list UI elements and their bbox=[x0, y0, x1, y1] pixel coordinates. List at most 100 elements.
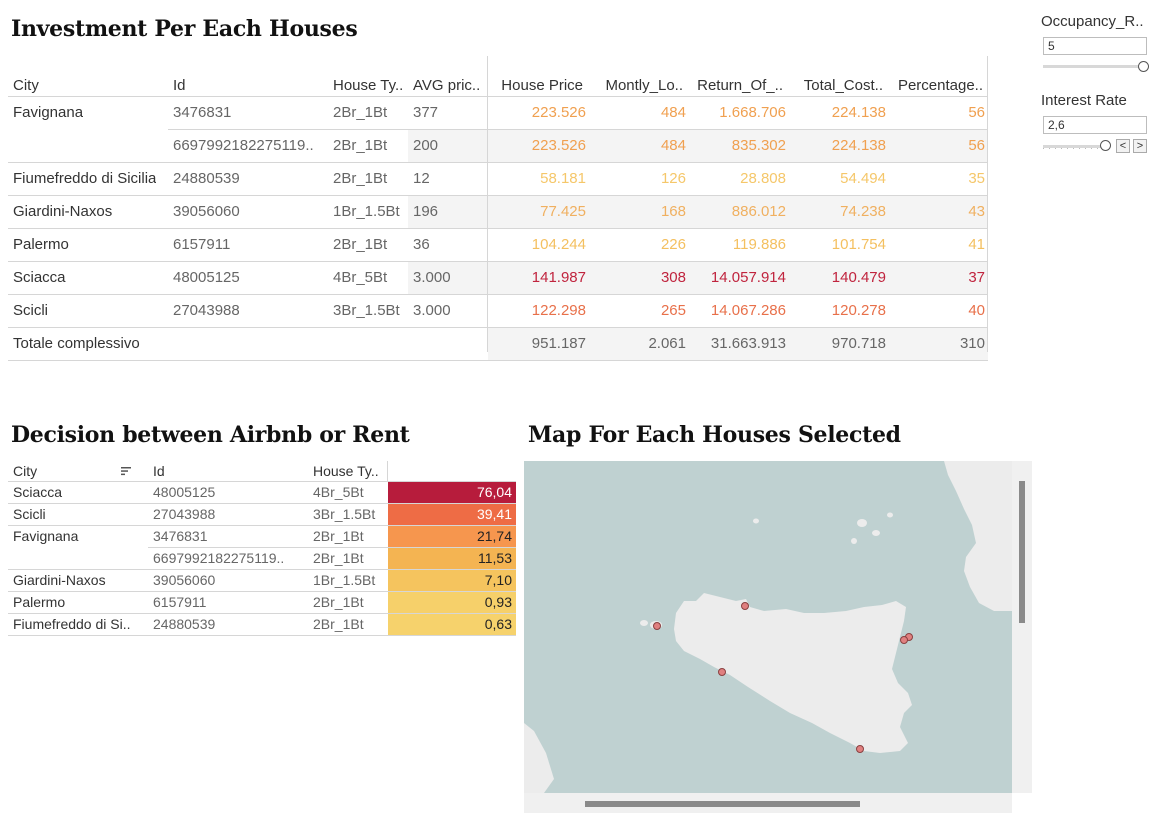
house-marker-favignana[interactable] bbox=[653, 622, 661, 630]
cell-percentage: 35 bbox=[968, 170, 985, 187]
dec-col-header-id[interactable]: Id bbox=[153, 463, 165, 479]
cell-city: Favignana bbox=[13, 104, 84, 121]
dec-cell-id: 6697992182275119.. bbox=[153, 550, 285, 566]
col-header-total-cost[interactable]: Total_Cost.. bbox=[803, 77, 883, 94]
dec-cell-city: Favignana bbox=[13, 528, 79, 544]
sicily-island bbox=[674, 593, 912, 753]
investment-row[interactable]: Scicli 27043988 3Br_1.5Bt 3.000 122.298 265 14… bbox=[8, 294, 988, 327]
cell-percentage: 41 bbox=[968, 236, 985, 253]
cell-return-of: 835.302 bbox=[731, 137, 786, 154]
dec-col-header-house-type[interactable]: House Ty.. bbox=[313, 463, 379, 479]
cell-monthly-loan: 308 bbox=[660, 269, 686, 286]
map-horizontal-scroll-thumb[interactable] bbox=[585, 801, 860, 807]
decision-row[interactable]: Palermo 6157911 2Br_1Bt 0,93 bbox=[8, 591, 516, 613]
col-header-house-price[interactable]: House Price bbox=[501, 77, 583, 94]
dec-cell-city: Giardini-Naxos bbox=[13, 572, 106, 588]
mainland-calabria bbox=[944, 461, 1012, 611]
investment-row[interactable]: Favignana 3476831 2Br_1Bt 377 223.526 484 1.66… bbox=[8, 96, 988, 129]
occupancy-slider[interactable] bbox=[1043, 65, 1143, 68]
investment-row[interactable]: Fiumefreddo di Sicilia 24880539 2Br_1Bt 12 5… bbox=[8, 162, 988, 195]
col-header-monthly-loan[interactable]: Montly_Lo.. bbox=[605, 77, 683, 94]
col-header-house-type[interactable]: House Ty.. bbox=[333, 77, 404, 94]
aeolian-island bbox=[857, 519, 867, 527]
col-header-percentage[interactable]: Percentage.. bbox=[897, 77, 983, 94]
sort-descending-icon[interactable] bbox=[120, 465, 132, 477]
cell-house-type: 1Br_1.5Bt bbox=[333, 203, 400, 220]
col-header-id[interactable]: Id bbox=[173, 77, 186, 94]
house-marker-giardini-naxos[interactable] bbox=[900, 636, 908, 644]
ustica-island bbox=[753, 518, 759, 524]
cell-id: 6157911 bbox=[173, 236, 231, 253]
cell-house-type: 4Br_5Bt bbox=[333, 269, 388, 286]
cell-avg-price: 196 bbox=[413, 203, 439, 220]
investment-row[interactable]: Palermo 6157911 2Br_1Bt 36 104.244 226 119.886… bbox=[8, 228, 988, 261]
occupancy-input[interactable] bbox=[1043, 37, 1147, 55]
house-marker-palermo[interactable] bbox=[741, 602, 749, 610]
col-header-avg-price[interactable]: AVG pric.. bbox=[413, 77, 481, 94]
occupancy-label: Occupancy_R.. bbox=[1041, 13, 1144, 30]
decision-row[interactable]: Scicli 27043988 3Br_1.5Bt 39,41 bbox=[8, 503, 516, 525]
investment-title: Investment Per Each Houses bbox=[11, 16, 358, 42]
map-view[interactable] bbox=[524, 461, 1012, 793]
cell-house-type: 2Br_1Bt bbox=[333, 170, 388, 187]
interest-slider[interactable] bbox=[1043, 145, 1103, 148]
dec-cell-city: Sciacca bbox=[13, 484, 63, 500]
cell-total-cost: 74.238 bbox=[840, 203, 886, 220]
cell-total-cost: 224.138 bbox=[831, 104, 886, 121]
decision-row[interactable]: Giardini-Naxos 39056060 1Br_1.5Bt 7,10 bbox=[8, 569, 516, 591]
cell-avg-price: 3.000 bbox=[413, 302, 451, 319]
house-markers bbox=[653, 602, 913, 753]
decision-value-cell: 0,93 bbox=[388, 592, 516, 613]
map-vertical-scroll-thumb[interactable] bbox=[1019, 481, 1025, 623]
total-label: Totale complessivo bbox=[13, 335, 140, 352]
interest-label: Interest Rate bbox=[1041, 92, 1127, 109]
dec-cell-city: Palermo bbox=[13, 594, 66, 610]
dec-col-header-city[interactable]: City bbox=[13, 463, 38, 479]
col-header-city[interactable]: City bbox=[13, 77, 39, 94]
investment-row[interactable]: 6697992182275119.. 2Br_1Bt 200 223.526 484 83… bbox=[8, 129, 988, 162]
cell-house-type: 2Br_1Bt bbox=[333, 104, 388, 121]
cell-id: 24880539 bbox=[173, 170, 240, 187]
decision-title: Decision between Airbnb or Rent bbox=[11, 422, 410, 448]
interest-prev-button[interactable]: < bbox=[1116, 139, 1130, 153]
col-header-return-of[interactable]: Return_Of_.. bbox=[697, 77, 783, 94]
house-marker-sciacca[interactable] bbox=[718, 668, 726, 676]
dec-cell-id: 24880539 bbox=[153, 616, 216, 632]
cell-city: Scicli bbox=[13, 302, 49, 319]
dec-cell-id: 27043988 bbox=[153, 506, 216, 522]
cell-monthly-loan: 168 bbox=[660, 203, 686, 220]
total-house-price: 951.187 bbox=[531, 335, 586, 352]
cell-avg-price: 36 bbox=[413, 236, 430, 253]
cell-house-price: 77.425 bbox=[540, 203, 586, 220]
interest-slider-thumb[interactable] bbox=[1100, 140, 1111, 151]
dec-cell-id: 6157911 bbox=[153, 594, 207, 610]
cell-monthly-loan: 226 bbox=[660, 236, 686, 253]
cell-id: 48005125 bbox=[173, 269, 240, 286]
house-marker-scicli[interactable] bbox=[856, 745, 864, 753]
interest-next-button[interactable]: > bbox=[1133, 139, 1147, 153]
cell-avg-price: 200 bbox=[413, 137, 439, 154]
cell-monthly-loan: 484 bbox=[660, 104, 686, 121]
total-percentage: 310 bbox=[959, 335, 985, 352]
decision-row[interactable]: Sciacca 48005125 4Br_5Bt 76,04 bbox=[8, 481, 516, 503]
decision-row[interactable]: Fiumefreddo di Si.. 24880539 2Br_1Bt 0,63 bbox=[8, 613, 516, 635]
interest-input[interactable] bbox=[1043, 116, 1147, 134]
cell-percentage: 56 bbox=[968, 137, 985, 154]
investment-row[interactable]: Giardini-Naxos 39056060 1Br_1.5Bt 196 77.425… bbox=[8, 195, 988, 228]
cell-house-type: 2Br_1Bt bbox=[333, 137, 388, 154]
cell-return-of: 1.668.706 bbox=[719, 104, 786, 121]
cell-avg-price: 12 bbox=[413, 170, 430, 187]
decision-value-cell: 76,04 bbox=[388, 482, 516, 503]
cell-return-of: 14.057.914 bbox=[710, 269, 786, 286]
cell-house-price: 223.526 bbox=[531, 137, 586, 154]
decision-row[interactable]: Favignana 3476831 2Br_1Bt 21,74 bbox=[8, 525, 516, 547]
decision-row[interactable]: 6697992182275119.. 2Br_1Bt 11,53 bbox=[8, 547, 516, 569]
dec-cell-house-type: 2Br_1Bt bbox=[313, 550, 364, 566]
aeolian-island bbox=[887, 512, 893, 518]
occupancy-slider-thumb[interactable] bbox=[1138, 61, 1149, 72]
cell-percentage: 43 bbox=[968, 203, 985, 220]
investment-row[interactable]: Sciacca 48005125 4Br_5Bt 3.000 141.987 308 14.… bbox=[8, 261, 988, 294]
map-title: Map For Each Houses Selected bbox=[528, 422, 901, 448]
cell-id: 39056060 bbox=[173, 203, 240, 220]
map-vertical-scrollbar[interactable] bbox=[1012, 461, 1032, 793]
